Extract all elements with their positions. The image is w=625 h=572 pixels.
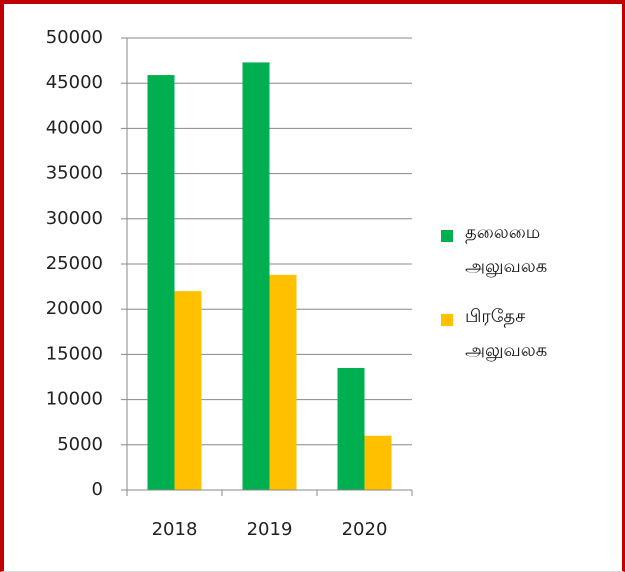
legend-swatch [441,230,453,242]
bar [174,291,202,490]
y-tick-label: 40000 [46,117,103,138]
y-tick-label: 20000 [46,298,103,319]
bar [364,435,392,490]
bar [147,75,175,491]
x-tick-label: 2019 [247,519,293,540]
bar [337,367,365,490]
y-tick-label: 5000 [57,434,103,455]
x-tick-label: 2018 [152,519,198,540]
y-tick-label: 0 [92,479,103,500]
y-tick-label: 15000 [46,343,103,364]
legend-label: பிரதேச அலுவலக [465,306,548,361]
legend-swatch [441,314,453,326]
y-tick-label: 35000 [46,163,103,184]
bar [242,62,270,491]
legend-label: தலைமை அலுவலக [465,222,548,277]
y-tick-label: 25000 [46,253,103,274]
y-tick-label: 10000 [46,389,103,410]
y-tick-label: 50000 [46,27,103,48]
y-tick-label: 30000 [46,208,103,229]
bar [269,274,297,490]
x-tick-label: 2020 [342,519,388,540]
y-tick-label: 45000 [46,72,103,93]
